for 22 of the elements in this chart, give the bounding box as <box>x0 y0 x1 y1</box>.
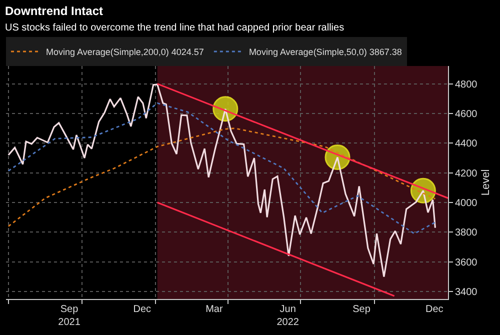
x-tick-label: Jun 2022 <box>276 304 300 328</box>
line-series <box>8 128 436 227</box>
y-tick-label: 4600 <box>455 108 478 120</box>
legend-label: Moving Average(Simple,50,0) 3867.38 <box>248 47 402 58</box>
y-tick-label: 4800 <box>455 79 478 90</box>
y-tick-label: 3800 <box>455 228 478 239</box>
line-series <box>8 102 436 234</box>
y-axis-title: Level <box>480 169 492 196</box>
x-tick-label: Mar <box>206 304 224 315</box>
x-tick-label: Sep 2021 <box>58 304 81 328</box>
chart-subtitle: US stocks failed to overcome the trend line that had capped prior bear rallies <box>5 22 344 34</box>
legend-label: Moving Average(Simple,200,0) 4024.57 <box>46 47 204 58</box>
chart-title: Downtrend Intact <box>5 4 103 18</box>
line-series <box>8 84 436 278</box>
y-tick-label: 4000 <box>455 198 478 210</box>
y-tick-label: 4400 <box>455 138 478 150</box>
y-tick-label: 3600 <box>455 257 478 268</box>
x-tick-label: Sep <box>352 304 371 315</box>
y-tick-label: 3400 <box>455 287 478 298</box>
x-tick-label: Dec <box>425 304 444 315</box>
y-tick-label: 4200 <box>455 168 478 180</box>
x-tick-label: Dec <box>133 304 152 315</box>
